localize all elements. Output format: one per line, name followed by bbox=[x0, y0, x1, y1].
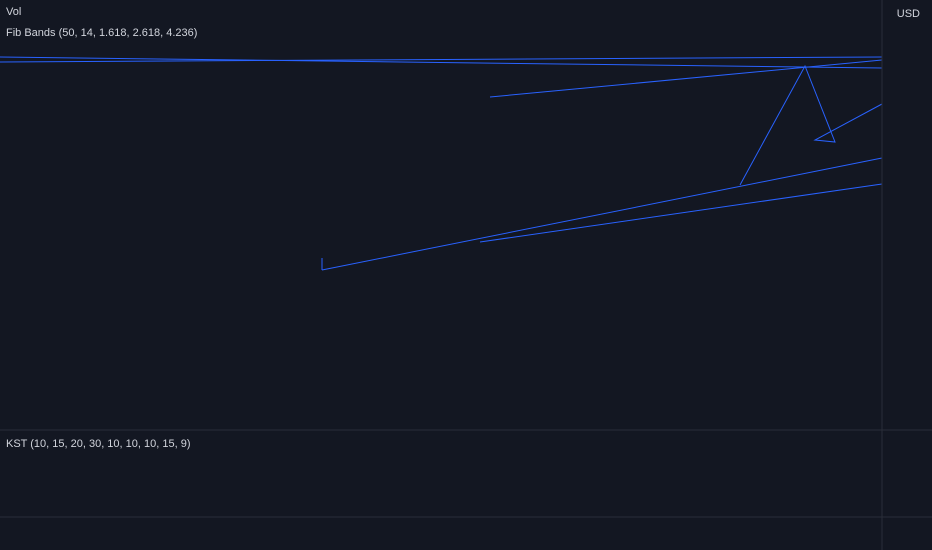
overlay-title: Fib Bands (50, 14, 1.618, 2.618, 4.236) bbox=[6, 27, 197, 39]
volume-title: Vol bbox=[6, 6, 21, 18]
drawings bbox=[0, 56, 883, 271]
trend-line bbox=[479, 183, 883, 243]
trend-line bbox=[0, 56, 883, 69]
triangle-drawing bbox=[739, 64, 883, 186]
currency: USD bbox=[897, 8, 920, 20]
kst-title: KST (10, 15, 20, 30, 10, 10, 10, 15, 9) bbox=[6, 438, 190, 450]
trend-line bbox=[489, 59, 883, 98]
trend-line bbox=[0, 56, 883, 63]
trend-line bbox=[321, 157, 883, 271]
